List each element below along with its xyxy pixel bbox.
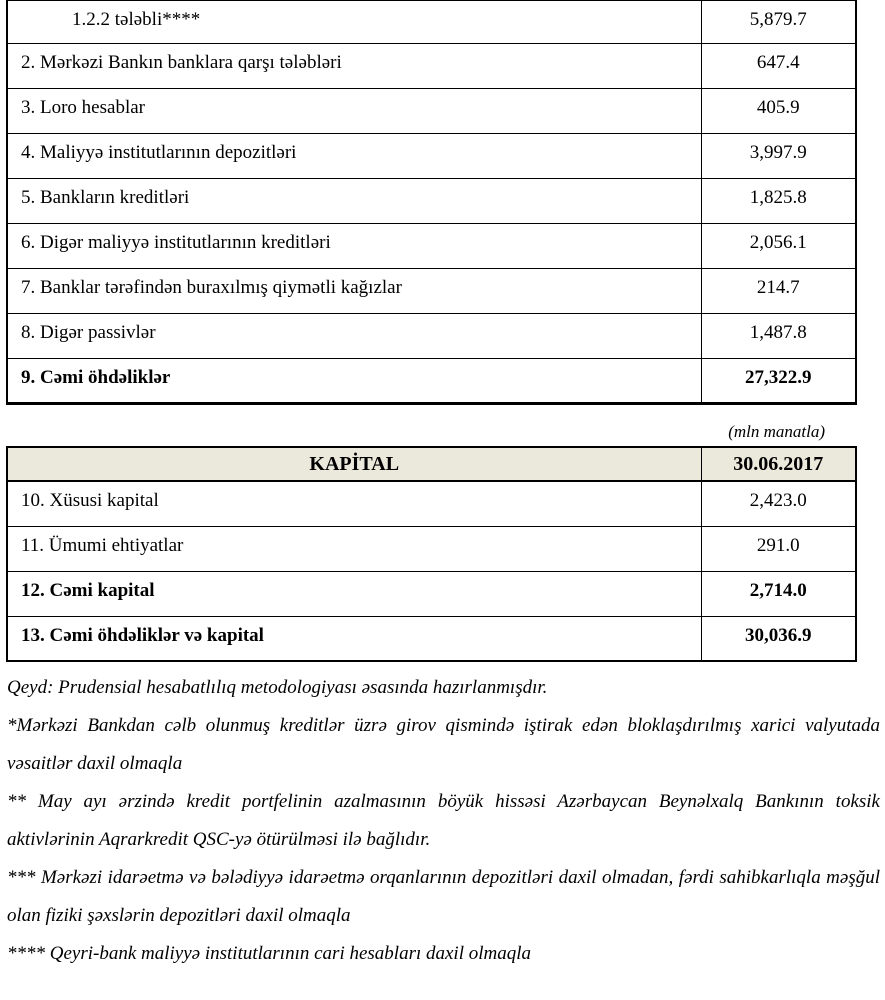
liabilities-table-body: 1.2.2 tələbli**** 5,879.7 2. Mərkəzi Bankı…	[6, 0, 857, 404]
row-label: 5. Bankların kreditləri	[6, 178, 702, 224]
footnote: ** May ayı ərzində kredit portfelinin az…	[7, 791, 880, 850]
row-label: 7. Banklar tərəfindən buraxılmış qiymətl…	[6, 268, 702, 314]
row-value: 405.9	[700, 88, 857, 134]
row-label: 12. Cəmi kapital	[6, 570, 702, 617]
table-row: 10. Xüsusi kapital 2,423.0	[6, 480, 857, 527]
capital-header-row: KAPİTAL 30.06.2017	[6, 446, 857, 482]
capital-header-date: 30.06.2017	[700, 446, 857, 482]
row-value: 1,487.8	[700, 313, 857, 359]
balance-sheet-document: 1.2.2 tələbli**** 5,879.7 2. Mərkəzi Bankı…	[6, 0, 880, 973]
table-row: 1.2.2 tələbli**** 5,879.7	[6, 0, 857, 44]
table-row: 7. Banklar tərəfindən buraxılmış qiymətl…	[6, 268, 857, 314]
row-label: 1.2.2 tələbli****	[6, 0, 702, 44]
table-row: 9. Cəmi öhdəliklər 27,322.9	[6, 358, 857, 404]
capital-table-body: 10. Xüsusi kapital 2,423.0 11. Ümumi ehtiy…	[6, 480, 857, 662]
capital-table: KAPİTAL 30.06.2017 10. Xüsusi kapital 2,4…	[6, 446, 857, 662]
row-value: 214.7	[700, 268, 857, 314]
row-value: 291.0	[700, 525, 857, 572]
footnote: *** Mərkəzi idarəetmə və bələdiyyə idarə…	[7, 867, 880, 926]
row-label: 8. Digər passivlər	[6, 313, 702, 359]
row-value: 30,036.9	[700, 615, 857, 662]
table-row: 8. Digər passivlər 1,487.8	[6, 313, 857, 359]
table-row: 5. Bankların kreditləri 1,825.8	[6, 178, 857, 224]
row-value: 3,997.9	[700, 133, 857, 179]
table-row: 11. Ümumi ehtiyatlar 291.0	[6, 525, 857, 572]
row-label: 4. Maliyyə institutlarının depozitləri	[6, 133, 702, 179]
row-value: 2,714.0	[700, 570, 857, 617]
row-label: 9. Cəmi öhdəliklər	[6, 358, 702, 404]
row-label: 6. Digər maliyyə institutlarının kreditl…	[6, 223, 702, 269]
table-row: 4. Maliyyə institutlarının depozitləri 3,…	[6, 133, 857, 179]
liabilities-table: 1.2.2 tələbli**** 5,879.7 2. Mərkəzi Bankı…	[6, 0, 857, 405]
table-row: 2. Mərkəzi Bankın banklara qarşı tələblə…	[6, 43, 857, 89]
table-row: 12. Cəmi kapital 2,714.0	[6, 570, 857, 617]
footnote: **** Qeyri-bank maliyyə institutlarının …	[7, 943, 532, 964]
row-label: 2. Mərkəzi Bankın banklara qarşı tələblə…	[6, 43, 702, 89]
footnote: *Mərkəzi Bankdan cəlb olunmuş kreditlər …	[7, 715, 880, 774]
row-label: 11. Ümumi ehtiyatlar	[6, 525, 702, 572]
row-value: 27,322.9	[700, 358, 857, 404]
row-value: 1,825.8	[700, 178, 857, 224]
footnotes-block: Qeyd: Prudensial hesabatlılıq metodologi…	[7, 669, 880, 973]
table-row: 13. Cəmi öhdəliklər və kapital 30,036.9	[6, 615, 857, 662]
table-row: 3. Loro hesablar 405.9	[6, 88, 857, 134]
row-value: 5,879.7	[700, 0, 857, 44]
capital-header-title: KAPİTAL	[6, 446, 702, 482]
capital-table-header: KAPİTAL 30.06.2017	[6, 446, 857, 482]
footnote: Qeyd: Prudensial hesabatlılıq metodologi…	[7, 677, 548, 698]
unit-note: (mln manatla)	[728, 422, 825, 441]
row-value: 2,423.0	[700, 480, 857, 527]
row-label: 3. Loro hesablar	[6, 88, 702, 134]
row-label: 10. Xüsusi kapital	[6, 480, 702, 527]
table-row: 6. Digər maliyyə institutlarının kreditl…	[6, 223, 857, 269]
row-value: 647.4	[700, 43, 857, 89]
row-value: 2,056.1	[700, 223, 857, 269]
row-label: 13. Cəmi öhdəliklər və kapital	[6, 615, 702, 662]
